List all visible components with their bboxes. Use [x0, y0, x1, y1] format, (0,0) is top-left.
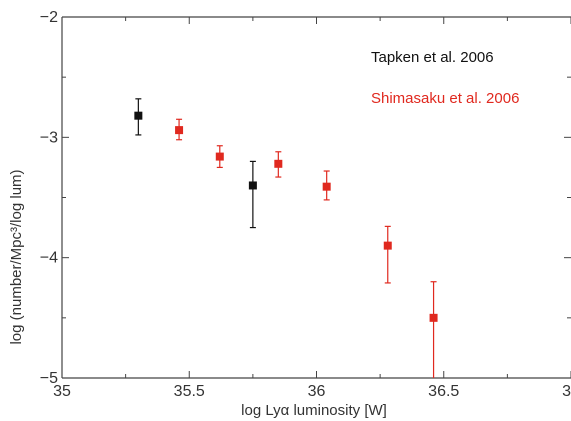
- x-tick-label: 35.5: [174, 383, 205, 400]
- y-tick-label: −3: [40, 129, 58, 146]
- legend-entry-tapken: Tapken et al. 2006: [371, 49, 494, 66]
- x-tick-label: 36.5: [428, 383, 459, 400]
- data-point: [383, 241, 392, 250]
- x-tick-label: 36: [308, 383, 326, 400]
- x-axis-label: log Lyα luminosity [W]: [241, 402, 387, 419]
- data-point: [248, 181, 257, 190]
- data-point: [322, 182, 331, 191]
- plot-frame: [61, 16, 571, 379]
- x-axis-ticks: 35 35.5 36 36.5 37: [53, 17, 571, 400]
- y-axis-label: log (number/Mpc³/log lum): [8, 169, 25, 344]
- y-axis-ticks: −2 −3 −4 −5: [40, 9, 571, 387]
- legend-entry-shimasaku: Shimasaku et al. 2006: [371, 90, 519, 107]
- data-point: [274, 159, 283, 168]
- y-tick-label: −4: [40, 250, 58, 267]
- x-tick-label: 37: [562, 383, 571, 400]
- y-tick-label: −2: [40, 9, 58, 26]
- data-point: [175, 126, 184, 135]
- y-tick-label: −5: [40, 370, 58, 387]
- data-point: [429, 313, 438, 322]
- x-tick-label: 35: [53, 383, 71, 400]
- data-point: [215, 152, 224, 161]
- data-point: [134, 111, 143, 120]
- data-marks: [134, 98, 438, 378]
